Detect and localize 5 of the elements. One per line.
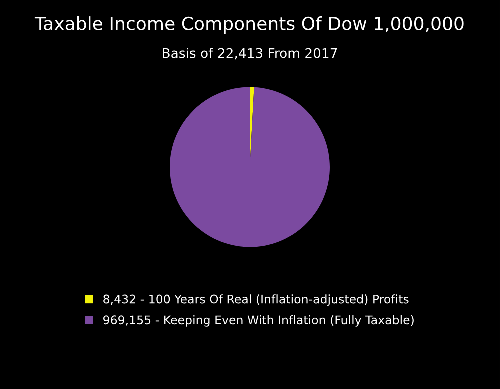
chart-subtitle: Basis of 22,413 From 2017: [163, 48, 338, 60]
legend-label: 969,155 - Keeping Even With Inflation (Fully Taxable): [104, 315, 414, 327]
chart-title: Taxable Income Components Of Dow 1,000,000: [34, 16, 464, 34]
pie-slice: [170, 87, 330, 248]
legend-label: 8,432 - 100 Years Of Real (Inflation-adjusted) Profits: [104, 294, 409, 306]
